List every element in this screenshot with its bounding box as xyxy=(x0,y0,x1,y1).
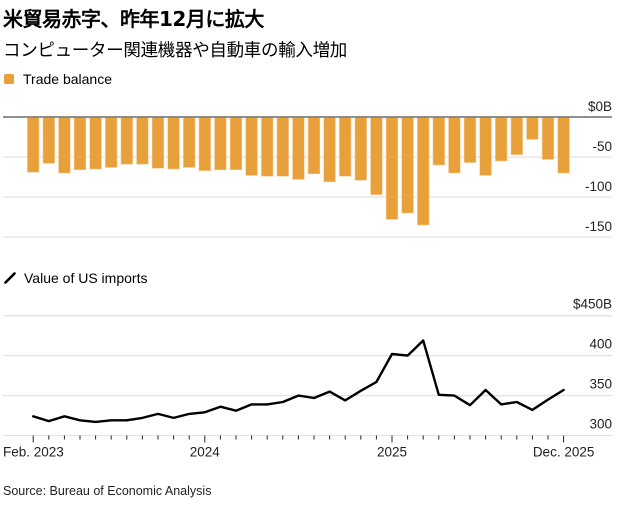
line-chart-series xyxy=(32,339,565,424)
bar xyxy=(261,116,274,177)
bar xyxy=(136,116,149,165)
line-swatch-icon xyxy=(4,272,16,284)
bar xyxy=(385,116,399,220)
chart-subtitle: コンピューター関連機器や自動車の輸入増加 xyxy=(3,41,347,61)
bar xyxy=(417,116,430,226)
bar xyxy=(183,116,196,168)
y-tick-label: -50 xyxy=(592,139,612,154)
y-tick-label: $450B xyxy=(573,297,612,312)
bar xyxy=(307,116,321,175)
y-tick-label: 400 xyxy=(589,337,612,352)
bar xyxy=(73,116,87,171)
y-tick-label: -150 xyxy=(585,219,612,234)
y-tick-label: 350 xyxy=(589,377,612,392)
bar xyxy=(245,116,258,176)
y-tick-label: $0B xyxy=(588,99,612,114)
imports-line xyxy=(32,339,565,424)
y-tick-label: 300 xyxy=(589,417,612,432)
bar xyxy=(229,116,243,171)
legend-label: Value of US imports xyxy=(24,270,148,286)
legend-label: Trade balance xyxy=(23,71,112,87)
x-tick-label: 2024 xyxy=(190,445,221,460)
bar xyxy=(541,116,555,160)
y-tick-label: -100 xyxy=(585,179,612,194)
legend-us-imports: Value of US imports xyxy=(4,270,147,286)
bar xyxy=(214,116,227,171)
bar xyxy=(27,116,40,173)
bar-chart-gridlines xyxy=(3,156,612,238)
x-tick-label: Dec. 2025 xyxy=(533,445,595,460)
bar xyxy=(339,116,352,177)
bar xyxy=(526,116,539,140)
bar xyxy=(463,116,477,163)
chart-title: 米貿易赤字、昨年12月に拡大 xyxy=(3,7,264,31)
bar xyxy=(557,116,570,174)
bar-chart-y-axis: $0B -50 -100 -150 xyxy=(585,99,612,234)
bar xyxy=(432,116,445,166)
bar xyxy=(323,116,336,183)
bar xyxy=(479,116,492,176)
bar xyxy=(198,116,211,171)
legend-trade-balance: Trade balance xyxy=(4,71,112,87)
bar-chart-bars xyxy=(3,116,612,226)
bar xyxy=(120,116,133,165)
x-tick-label: Feb. 2023 xyxy=(3,445,64,460)
bar xyxy=(167,116,180,170)
bar xyxy=(401,116,414,214)
bar xyxy=(151,116,165,169)
bar xyxy=(495,116,508,162)
bar xyxy=(276,116,289,177)
bar xyxy=(354,116,367,181)
bar xyxy=(105,116,118,168)
bar xyxy=(510,116,523,155)
line-chart-y-axis: $450B 400 350 300 xyxy=(573,297,612,432)
bar xyxy=(448,116,461,174)
source-note: Source: Bureau of Economic Analysis xyxy=(3,484,212,498)
bar xyxy=(42,116,55,164)
square-swatch-icon xyxy=(4,74,14,84)
x-tick-label: 2025 xyxy=(377,445,407,460)
bar xyxy=(370,116,383,195)
line-chart-x-axis: Feb. 2023 2024 2025 Dec. 2025 xyxy=(3,435,595,460)
bar xyxy=(89,116,102,170)
bar xyxy=(58,116,71,174)
bar xyxy=(292,116,305,180)
line-chart-gridlines xyxy=(3,315,612,437)
